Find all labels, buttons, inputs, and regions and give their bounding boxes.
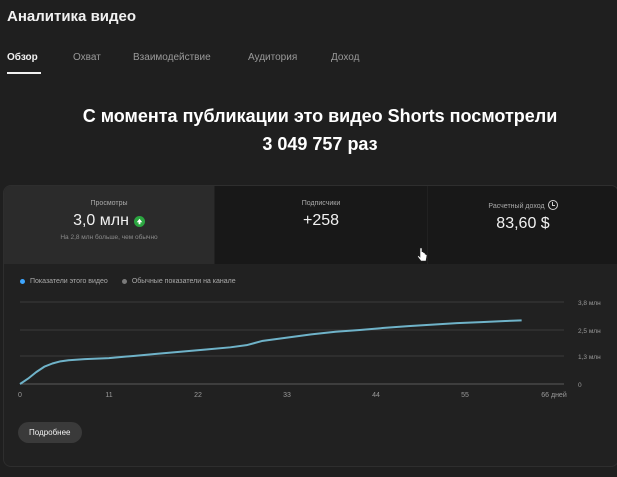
metric-subscribers-label: Подписчики	[301, 200, 341, 207]
mouse-cursor-icon	[416, 247, 428, 265]
y-tick-label: 1,3 млн	[578, 354, 601, 361]
chart-legend: Показатели этого видео Обычные показател…	[20, 278, 236, 285]
metric-views[interactable]: Просмотры 3,0 млн На 2,8 млн больше, чем…	[4, 186, 214, 264]
metric-revenue-label-row: Расчетный доход	[428, 200, 617, 210]
legend-item-channel-typical: Обычные показатели на канале	[121, 278, 236, 285]
views-chart: 3,8 млн 2,5 млн 1,3 млн 0 0 11 22 33 44 55 66 дней	[18, 300, 601, 399]
tab-revenue[interactable]: Доход	[331, 52, 360, 63]
x-tick-label: 11	[105, 392, 112, 399]
x-tick-label: 44	[372, 392, 380, 399]
more-details-button[interactable]: Подробнее	[18, 422, 82, 443]
x-tick-label: 33	[283, 392, 291, 399]
metric-views-value-row: 3,0 млн	[73, 212, 145, 230]
tabs-bar: Обзор Охват Взаимодействие Аудитория Дох…	[0, 46, 617, 76]
active-tab-indicator	[7, 72, 41, 74]
tab-engagement[interactable]: Взаимодействие	[133, 52, 211, 63]
metric-revenue-value: 83,60 $	[496, 215, 550, 232]
metric-views-value: 3,0 млн	[73, 212, 129, 229]
y-tick-label: 0	[578, 382, 582, 389]
metric-views-label: Просмотры	[90, 200, 128, 207]
tab-overview[interactable]: Обзор	[7, 52, 38, 63]
arrow-up-icon	[133, 215, 145, 227]
tab-audience[interactable]: Аудитория	[248, 52, 298, 63]
metric-revenue-label: Расчетный доход	[488, 203, 545, 210]
views-headline: С момента публикации это видео Shorts по…	[0, 102, 617, 158]
x-tick-label: 55	[461, 392, 469, 399]
x-tick-label: 66 дней	[541, 391, 567, 399]
clock-icon[interactable]	[547, 200, 558, 210]
headline-line-2: 3 049 757 раз	[262, 134, 378, 154]
legend-dot-channel-typical	[121, 279, 127, 284]
y-tick-label: 2,5 млн	[578, 328, 601, 335]
tab-reach[interactable]: Охват	[73, 52, 101, 63]
metric-subscribers[interactable]: Подписчики +258	[215, 186, 427, 264]
legend-label-this-video: Показатели этого видео	[30, 278, 108, 285]
x-tick-label: 0	[18, 392, 22, 399]
analytics-card: Просмотры 3,0 млн На 2,8 млн больше, чем…	[3, 185, 617, 467]
metric-subscribers-value: +258	[302, 212, 340, 229]
metric-views-note: На 2,8 млн больше, чем обычно	[60, 234, 158, 241]
series-line-this-video	[19, 319, 522, 385]
x-tick-label: 22	[194, 392, 202, 399]
legend-dot-this-video	[20, 279, 25, 284]
legend-label-channel-typical: Обычные показатели на канале	[131, 278, 236, 285]
headline-line-1: С момента публикации это видео Shorts по…	[82, 106, 558, 126]
page-title: Аналитика видео	[7, 8, 137, 25]
y-tick-label: 3,8 млн	[578, 300, 601, 307]
metric-revenue[interactable]: Расчетный доход 83,60 $	[428, 186, 617, 264]
legend-item-this-video: Показатели этого видео	[20, 278, 108, 285]
